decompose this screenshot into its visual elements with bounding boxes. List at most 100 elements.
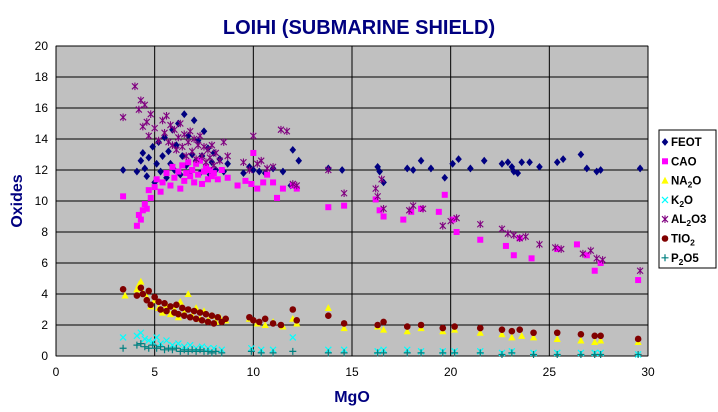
data-point-p2o5: [508, 349, 516, 357]
data-point-p2o5: [149, 341, 157, 349]
data-point-al2o3: [447, 217, 455, 225]
data-point-na2o: [340, 324, 348, 332]
y-tick-label: 20: [35, 39, 49, 53]
data-point-tio2: [289, 306, 297, 313]
data-point-k2o: [289, 333, 297, 341]
data-point-feot: [161, 133, 168, 142]
data-point-tio2: [269, 320, 277, 327]
data-point-al2o3: [135, 105, 143, 114]
data-point-tio2: [204, 318, 212, 326]
data-point-al2o3: [216, 156, 224, 165]
data-point-al2o3: [289, 180, 297, 188]
data-point-al2o3: [190, 135, 198, 143]
data-point-feot: [374, 163, 381, 171]
data-point-al2o3: [206, 153, 214, 162]
data-point-al2o3: [293, 181, 301, 190]
data-point-feot: [224, 159, 231, 168]
data-point-na2o: [498, 330, 506, 338]
data-point-tio2: [417, 321, 425, 329]
data-point-feot: [175, 119, 182, 128]
y-axis-ticks: 0 2 4 6 8 10 12 14 16 18 20: [35, 39, 49, 363]
data-point-cao: [502, 242, 509, 249]
data-point-cao: [510, 252, 517, 259]
data-point-cao: [197, 157, 204, 164]
data-point-cao: [169, 163, 176, 170]
y-tick-label: 4: [41, 287, 48, 301]
data-point-p2o5: [530, 350, 538, 358]
data-point-al2o3: [378, 175, 385, 184]
data-point-p2o5: [145, 344, 153, 352]
data-point-cao: [210, 170, 217, 177]
data-point-al2o3: [145, 132, 153, 140]
data-point-feot: [194, 136, 202, 145]
data-point-na2o: [591, 338, 599, 346]
data-point-al2o3: [340, 189, 348, 198]
data-point-na2o: [577, 336, 585, 344]
data-point-tio2: [143, 296, 151, 304]
data-point-cao: [597, 260, 604, 266]
data-point-al2o3: [453, 214, 460, 222]
data-point-al2o3: [186, 127, 194, 136]
data-point-feot: [190, 116, 198, 125]
data-point-cao: [218, 167, 225, 173]
data-point-p2o5: [498, 350, 506, 358]
data-point-k2o: [169, 341, 176, 349]
x-tick-label: 15: [345, 365, 359, 379]
data-point-p2o5: [324, 349, 332, 357]
data-point-p2o5: [591, 350, 599, 358]
data-point-tio2: [151, 293, 158, 301]
data-point-tio2: [250, 317, 257, 324]
data-point-feot: [255, 167, 263, 176]
legend-marker-al2o3: [661, 215, 669, 223]
data-point-p2o5: [168, 346, 176, 354]
y-tick-label: 18: [35, 70, 49, 84]
data-point-feot: [165, 147, 172, 156]
data-point-cao: [153, 176, 160, 183]
data-point-feot: [504, 158, 512, 167]
data-point-p2o5: [153, 344, 161, 352]
y-tick-label: 14: [35, 132, 49, 146]
legend: FEOT CAO NA2O K2O AL2O3 TIO2 P2O5: [658, 129, 717, 269]
data-point-feot: [449, 159, 456, 168]
data-point-cao: [528, 255, 535, 262]
data-point-al2o3: [476, 220, 484, 229]
legend-label-al2o3: AL2O3: [671, 214, 706, 228]
data-point-al2o3: [161, 129, 168, 137]
data-point-feot: [636, 164, 644, 173]
data-point-p2o5: [208, 349, 216, 357]
data-point-cao: [157, 188, 164, 195]
data-point-cao: [453, 229, 460, 235]
data-point-cao: [591, 267, 598, 274]
data-point-cao: [143, 205, 150, 212]
legend-marker-na2o: [661, 176, 669, 184]
data-point-cao: [177, 185, 184, 192]
data-point-al2o3: [212, 149, 220, 157]
data-point-p2o5: [180, 346, 188, 354]
data-point-tio2: [451, 323, 458, 330]
data-point-al2o3: [171, 125, 178, 134]
data-point-tio2: [198, 317, 206, 324]
data-point-cao: [573, 241, 580, 248]
data-point-al2o3: [249, 132, 257, 140]
data-point-cao: [163, 170, 170, 177]
data-point-cao: [133, 222, 140, 229]
data-point-feot: [139, 149, 147, 157]
data-point-al2o3: [380, 204, 387, 213]
legend-label-cao: CAO: [671, 156, 697, 168]
data-point-p2o5: [157, 343, 165, 351]
data-point-cao: [199, 180, 206, 187]
data-point-cao: [234, 182, 241, 189]
data-point-al2o3: [579, 249, 587, 258]
data-point-al2o3: [141, 101, 149, 109]
data-point-cao: [418, 205, 425, 212]
data-point-tio2: [163, 307, 170, 315]
data-point-tio2: [175, 310, 182, 318]
data-point-feot: [159, 152, 166, 160]
data-point-cao: [201, 168, 207, 175]
data-point-al2o3: [155, 136, 163, 145]
data-point-tio2: [591, 332, 599, 340]
data-point-k2o: [137, 329, 145, 337]
data-point-cao: [376, 207, 383, 214]
data-point-tio2: [508, 327, 516, 335]
legend-marker-tio2: [661, 235, 669, 242]
